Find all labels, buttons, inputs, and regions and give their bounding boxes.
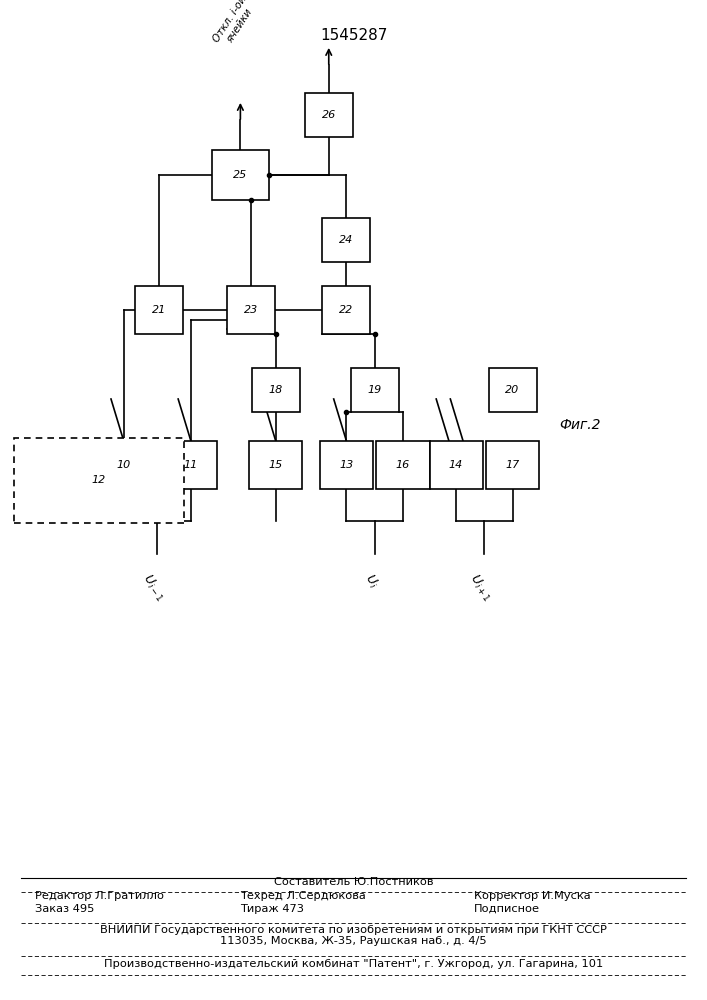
Bar (212, 150, 269, 200)
Text: 10: 10 (117, 460, 131, 470)
Text: 1545287: 1545287 (320, 28, 387, 43)
Bar (486, 441, 539, 489)
Text: $U_{i-1}$: $U_{i-1}$ (139, 571, 168, 603)
Text: Откл. i-ой
ячейки: Откл. i-ой ячейки (211, 0, 258, 50)
Text: Подписное: Подписное (474, 904, 539, 914)
Text: ВНИИПИ Государственного комитета по изобретениям и открытиям при ГКНТ СССР: ВНИИПИ Государственного комитета по изоб… (100, 925, 607, 935)
Bar (376, 441, 429, 489)
Text: 16: 16 (396, 460, 410, 470)
Bar (164, 441, 218, 489)
Bar (430, 441, 483, 489)
Bar (305, 93, 353, 137)
Text: Фиг.2: Фиг.2 (559, 418, 600, 432)
Bar (320, 441, 373, 489)
Bar (322, 218, 370, 262)
Text: Составитель Ю.Постников: Составитель Ю.Постников (274, 877, 433, 887)
Bar (322, 286, 370, 334)
Text: Редактор Л.Гратилло: Редактор Л.Гратилло (35, 891, 164, 901)
Text: 12: 12 (92, 475, 106, 485)
Text: 18: 18 (269, 385, 283, 395)
Text: 11: 11 (184, 460, 198, 470)
Text: 22: 22 (339, 305, 354, 315)
Text: Техред Л.Сердюкова: Техред Л.Сердюкова (240, 891, 366, 901)
Text: Корректор И.Муска: Корректор И.Муска (474, 891, 590, 901)
Bar (250, 441, 303, 489)
Text: 25: 25 (233, 170, 247, 180)
Bar (135, 286, 183, 334)
Text: 24: 24 (339, 235, 354, 245)
Text: 14: 14 (449, 460, 463, 470)
Bar (252, 368, 300, 412)
Text: 113035, Москва, Ж-35, Раушская наб., д. 4/5: 113035, Москва, Ж-35, Раушская наб., д. … (220, 936, 487, 946)
Bar (14, 438, 184, 522)
Text: 19: 19 (368, 385, 382, 395)
Bar (227, 286, 275, 334)
Text: 21: 21 (152, 305, 166, 315)
Text: 26: 26 (322, 110, 336, 120)
Text: $U_i$: $U_i$ (361, 571, 381, 591)
Bar (97, 441, 150, 489)
Text: Тираж 473: Тираж 473 (240, 904, 305, 914)
Text: 13: 13 (339, 460, 354, 470)
Text: 15: 15 (269, 460, 283, 470)
Text: 23: 23 (244, 305, 258, 315)
Text: $U_{i+1}$: $U_{i+1}$ (466, 571, 496, 603)
Text: 17: 17 (506, 460, 520, 470)
Text: Заказ 495: Заказ 495 (35, 904, 95, 914)
Bar (489, 368, 537, 412)
Text: Производственно-издательский комбинат "Патент", г. Ужгород, ул. Гагарина, 101: Производственно-издательский комбинат "П… (104, 959, 603, 969)
Text: 20: 20 (506, 385, 520, 395)
Bar (351, 368, 399, 412)
